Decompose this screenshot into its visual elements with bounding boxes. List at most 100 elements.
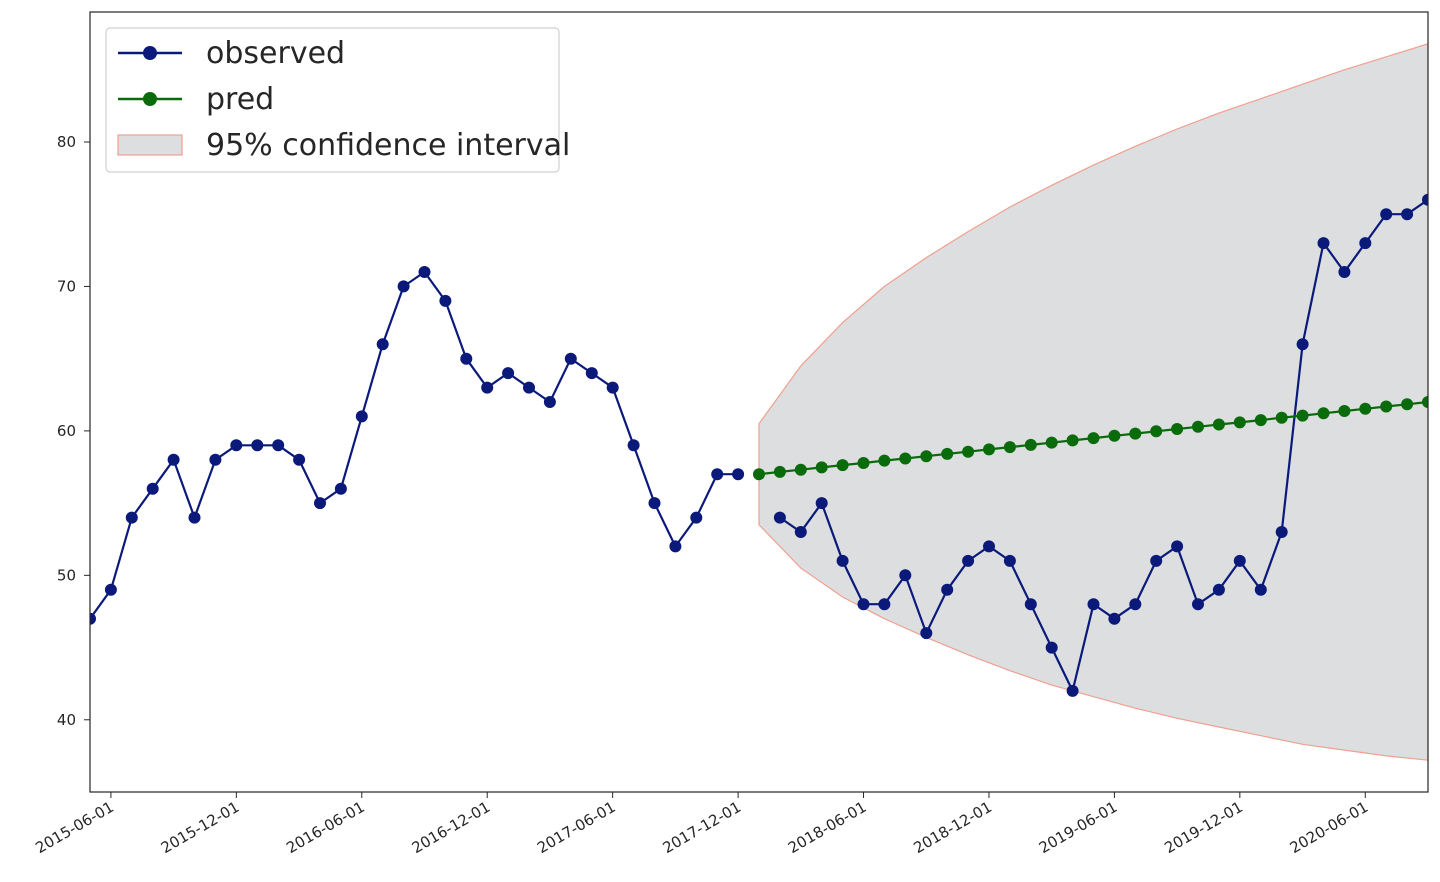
series-observed-point — [1192, 598, 1204, 611]
series-observed-point — [669, 540, 682, 553]
x-tick-label: 2020-06-01 — [1287, 798, 1372, 857]
series-pred-point — [1045, 436, 1058, 449]
series-observed-point — [376, 338, 389, 351]
series-observed-point — [543, 396, 556, 408]
series-observed-point — [711, 468, 724, 481]
series-observed-point — [1275, 526, 1288, 538]
series-observed-point — [1212, 583, 1225, 596]
series-observed-point — [439, 294, 452, 307]
y-tick-label: 40 — [57, 711, 76, 729]
series-pred-point — [899, 452, 912, 465]
series-observed-point — [564, 352, 577, 365]
x-tick-label: 2019-06-01 — [1036, 798, 1121, 857]
series-pred-point — [753, 468, 765, 481]
series-observed-point — [90, 612, 96, 625]
series-observed-point — [209, 453, 222, 466]
series-pred-point — [1150, 425, 1163, 438]
series-observed-point — [983, 540, 995, 553]
series-observed-point — [815, 497, 828, 510]
series-observed-point — [773, 511, 786, 524]
series-pred-point — [1233, 416, 1246, 429]
series-pred-point — [878, 454, 891, 467]
x-tick-label: 2016-12-01 — [409, 798, 494, 857]
series-pred-point — [1108, 429, 1121, 442]
series-observed-point — [418, 266, 431, 278]
x-tick-label: 2019-12-01 — [1161, 798, 1246, 857]
plot-inner — [90, 43, 1428, 761]
series-observed-point — [732, 468, 745, 481]
series-observed-point — [1003, 554, 1016, 567]
plot-area — [90, 43, 1428, 761]
x-tick-label: 2017-12-01 — [660, 798, 745, 857]
series-observed-point — [146, 482, 159, 495]
series-observed-point — [1401, 208, 1414, 221]
series-pred-point — [1003, 441, 1016, 454]
series-observed-point — [1233, 554, 1246, 567]
series-pred-point — [1422, 396, 1428, 408]
series-observed-point — [481, 381, 494, 394]
x-tick-label: 2018-06-01 — [785, 798, 870, 857]
series-observed-point — [648, 497, 661, 510]
series-pred-point — [1171, 423, 1184, 435]
series-observed-point — [1024, 598, 1037, 611]
series-observed-point — [1296, 338, 1309, 351]
legend-swatch-observed-marker — [143, 46, 157, 60]
series-pred-point — [773, 465, 786, 478]
series-observed-point — [251, 439, 264, 452]
series-observed-point — [962, 554, 975, 567]
series-observed-point — [1254, 583, 1267, 596]
series-pred-point — [857, 457, 870, 469]
series-pred-point — [836, 459, 849, 472]
series-observed-point — [1066, 684, 1079, 697]
legend-swatch-pred-marker — [143, 92, 157, 106]
series-pred-point — [1192, 420, 1204, 433]
legend-label: 95% confidence interval — [206, 128, 570, 163]
series-observed — [90, 193, 1428, 697]
series-observed-point — [293, 453, 306, 466]
series-pred-point — [1359, 402, 1372, 415]
series-observed-point — [606, 381, 619, 394]
series-observed-point — [1150, 554, 1163, 567]
series-observed-point — [690, 511, 703, 524]
series-pred-point — [1024, 438, 1037, 451]
series-pred-point — [941, 447, 954, 460]
confidence-interval-band — [758, 43, 1428, 761]
series-observed-point — [1422, 193, 1428, 206]
series-pred-point — [983, 443, 995, 456]
series-pred-point — [1066, 434, 1079, 447]
series-pred-point — [1212, 418, 1225, 431]
series-observed-point — [1087, 598, 1100, 611]
series-observed-point — [397, 280, 410, 293]
series-observed-point — [314, 497, 326, 510]
series-observed-point — [1129, 598, 1142, 611]
series-pred-point — [1275, 411, 1288, 424]
series-observed-point — [836, 554, 849, 567]
series-observed-point — [104, 583, 117, 596]
series-observed-line — [90, 270, 739, 620]
series-observed-point — [1380, 208, 1393, 221]
series-pred — [753, 396, 1428, 481]
series-observed-point — [334, 482, 347, 495]
series-observed-point — [1108, 612, 1121, 625]
series-observed-point — [794, 526, 807, 538]
series-observed-point — [460, 352, 473, 365]
x-tick-label: 2015-06-01 — [32, 798, 117, 857]
series-pred-point — [1129, 427, 1142, 440]
series-observed-point — [167, 453, 180, 466]
series-observed-point — [1317, 237, 1330, 250]
series-observed-point — [627, 439, 640, 452]
series-observed-point — [899, 569, 912, 582]
series-observed-point — [502, 367, 515, 380]
series-observed-point — [941, 583, 954, 596]
x-tick-label: 2017-06-01 — [534, 798, 619, 857]
series-observed-point — [1045, 641, 1058, 654]
series-observed-point — [878, 598, 891, 611]
series-observed-point — [857, 598, 870, 611]
series-observed-point — [1171, 540, 1184, 553]
legend-label: pred — [206, 82, 274, 117]
series-pred-point — [1380, 400, 1393, 413]
x-tick-label: 2018-12-01 — [910, 798, 995, 857]
series-observed-point — [1338, 266, 1351, 278]
legend-label: observed — [206, 36, 345, 71]
series-pred-point — [815, 461, 828, 474]
